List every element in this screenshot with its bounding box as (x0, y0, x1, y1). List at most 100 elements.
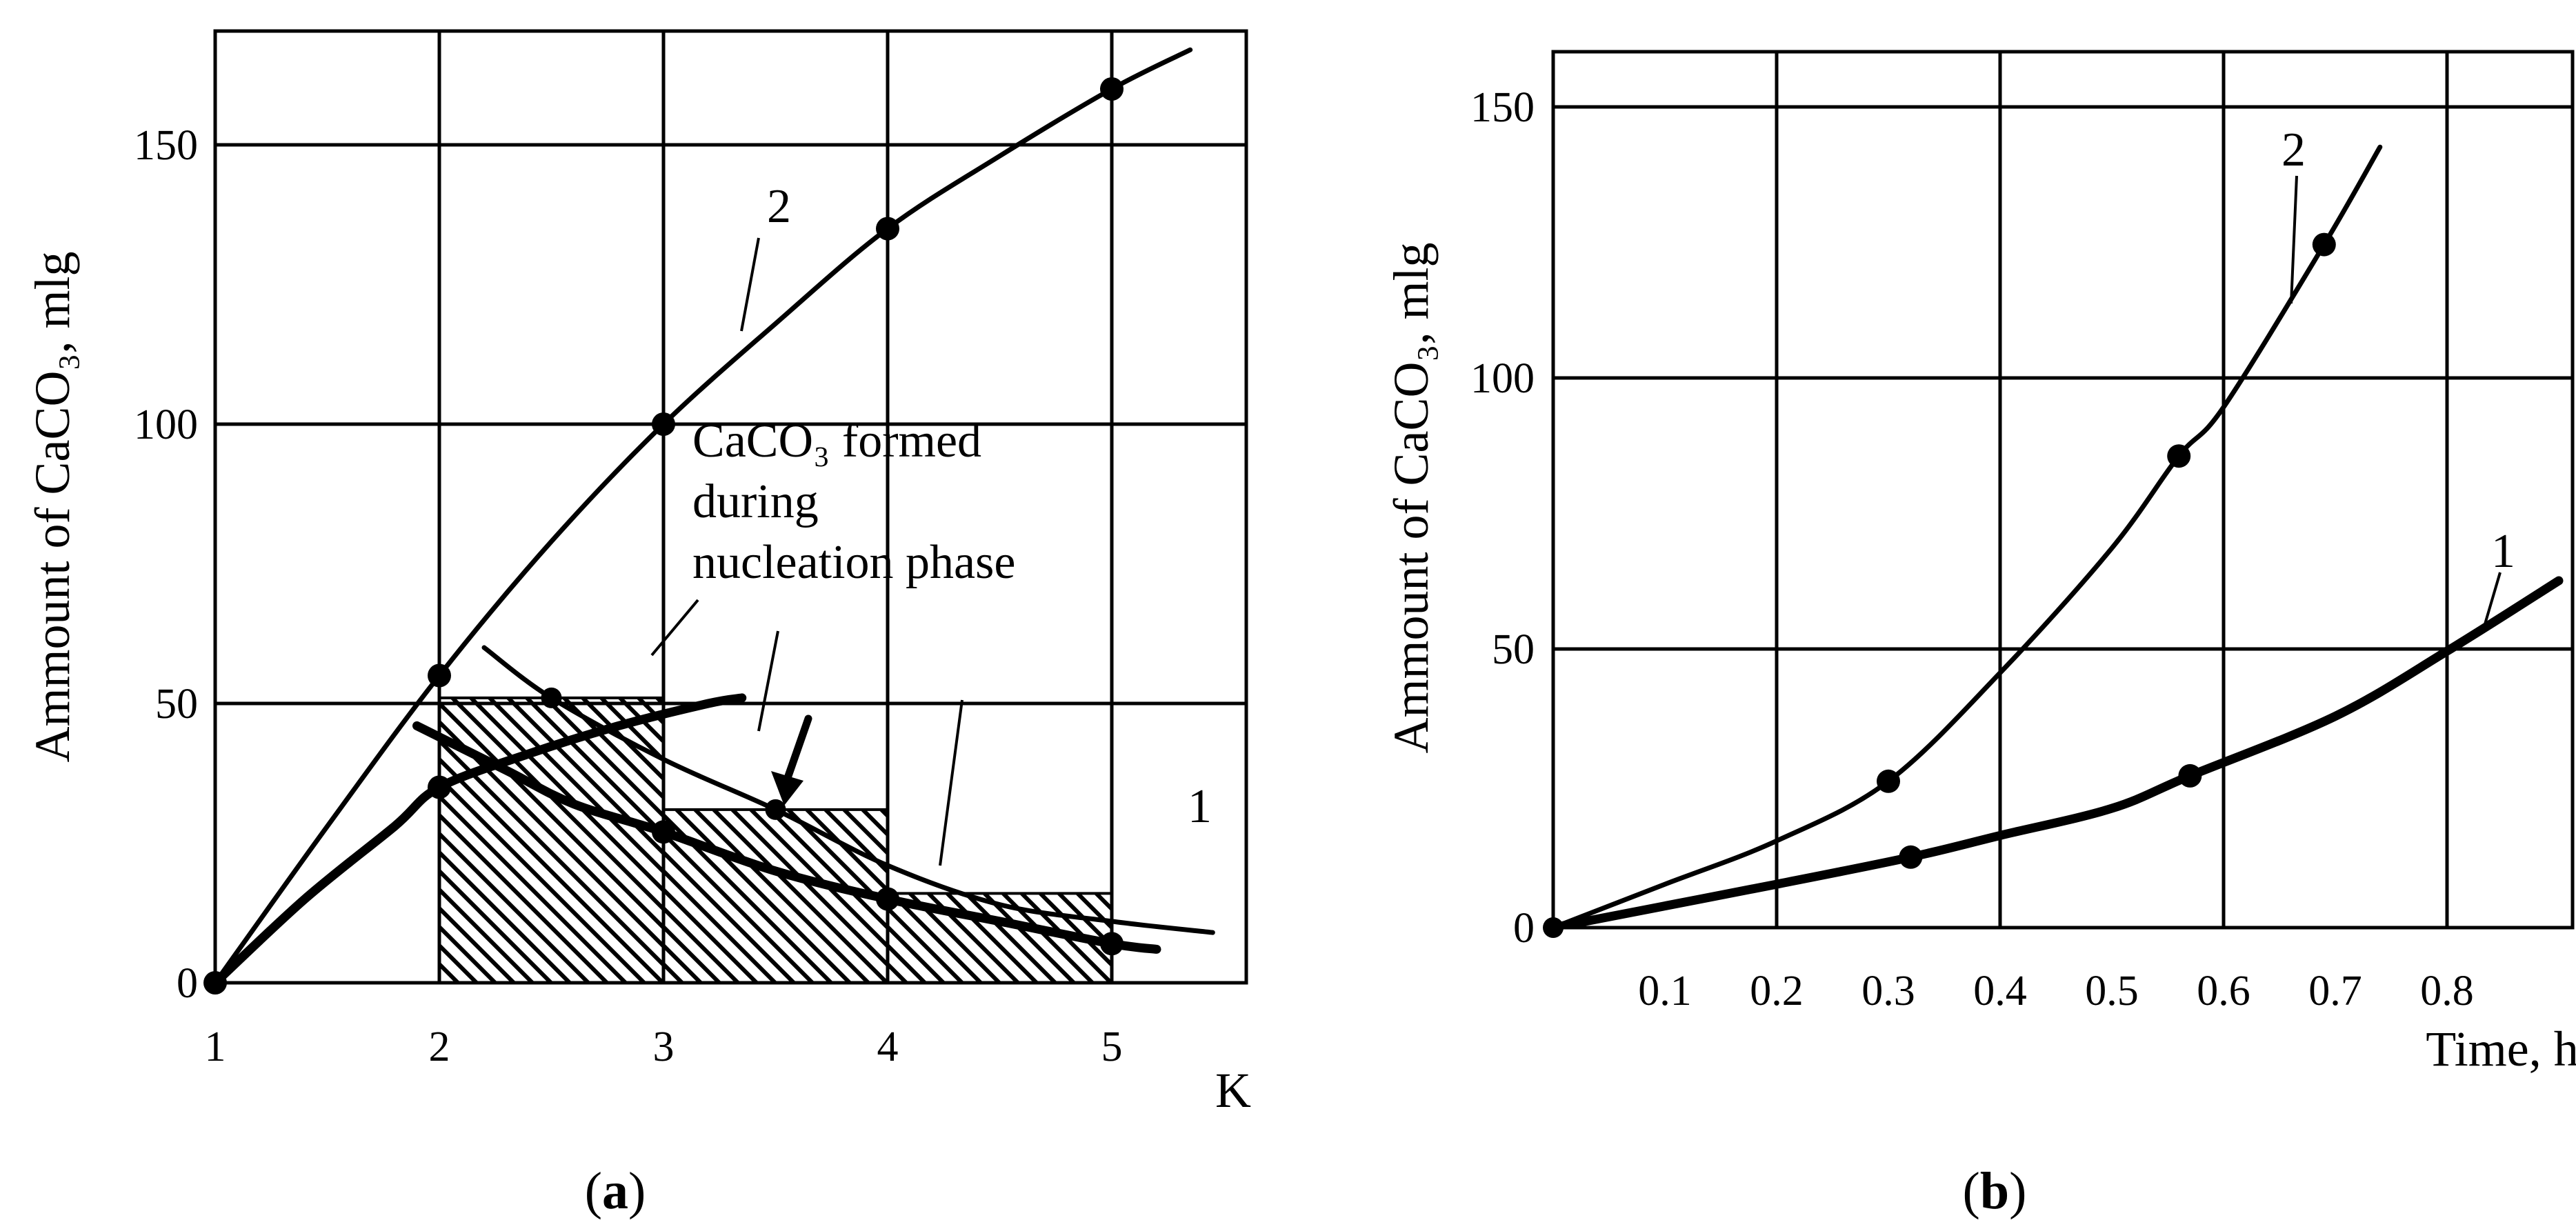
hatch-line (693, 809, 870, 983)
xtick-b-0.2: 0.2 (1750, 968, 1804, 1015)
nucleation-annotation-line-3: nucleation phase (692, 536, 1015, 589)
hatch-line (964, 893, 1057, 983)
hatch-line (439, 793, 628, 983)
hatch-line (675, 809, 852, 983)
xtick-a-5: 5 (1101, 1023, 1123, 1070)
hatch-line (983, 893, 1076, 983)
leader-label-2 (740, 237, 760, 332)
hatch-line (823, 809, 888, 875)
svg-text:(b): (b) (1963, 1162, 2027, 1220)
caption-a: (a) (585, 1162, 646, 1220)
point-b-1-t0.32 (1899, 845, 1923, 869)
nucleation-annotation-line-1: CaCO₃ formed (692, 414, 981, 468)
hatch-line (581, 697, 663, 782)
series-label-b-2: 2 (2282, 123, 2306, 177)
ytick-b-100: 100 (1470, 355, 1535, 402)
ytick-a-150: 150 (134, 122, 198, 169)
point-1-k3.5 (765, 799, 786, 820)
hatch-line (562, 697, 663, 801)
grid-a (213, 29, 1248, 985)
hatch-line (469, 697, 663, 894)
xtick-b-0.3: 0.3 (1861, 968, 1915, 1015)
hatch-line (439, 942, 479, 983)
xtick-b-0.4: 0.4 (1973, 968, 2027, 1015)
leader-b-label-1 (2482, 572, 2502, 632)
y-axis-label-a: Ammount of CaCO₃, mlg (25, 251, 80, 762)
ticks-a: 0 50 100 150 1 2 3 4 5 (134, 122, 1123, 1070)
markers-a (203, 77, 1124, 995)
ticks-b: 0 50 100 150 0.1 0.2 0.3 0.4 0.5 0.6 0.7… (1470, 84, 2474, 1015)
hatch-line (439, 849, 572, 983)
point-2-k5 (1100, 77, 1124, 101)
hatch-line (439, 756, 663, 983)
point-2-k4 (876, 217, 899, 241)
xtick-b-0.1: 0.1 (1638, 968, 1692, 1015)
xtick-a-1: 1 (205, 1023, 226, 1070)
nucleation-annotation-line-2: during (692, 475, 819, 528)
hatch-line (525, 697, 663, 838)
point-b-2-t0.69 (2312, 232, 2336, 257)
point-b-2-t0.56 (2167, 444, 2191, 468)
series-label-b-1: 1 (2491, 525, 2515, 578)
hatch-line (663, 886, 759, 983)
hatch-line (543, 697, 663, 819)
hatch-line (842, 809, 888, 857)
hatch-line (663, 923, 721, 983)
leaders-b (2290, 175, 2502, 632)
xtick-b-0.6: 0.6 (2197, 968, 2250, 1015)
hatched-bar-2 (662, 808, 889, 985)
series-label-a-2: 2 (767, 180, 791, 233)
hatch-line (663, 905, 740, 983)
hatch-line (439, 775, 646, 983)
point-2-k2 (428, 663, 451, 688)
leaders-a (650, 237, 963, 866)
hatch-line (439, 700, 663, 931)
ytick-b-0: 0 (1513, 905, 1535, 952)
caption-a-letter: a (602, 1162, 628, 1220)
hatch-line (1115, 893, 1204, 983)
hatch-line (888, 961, 908, 983)
point-b-2-t0.3 (1877, 769, 1900, 793)
leader-label-1 (939, 699, 963, 866)
hatch-line (730, 809, 888, 968)
curve-nucleation (412, 721, 1161, 954)
point-b-origin (1543, 917, 1564, 938)
hatch-line (439, 812, 609, 983)
bar-hatch-1 (439, 697, 663, 983)
plot-frame-b (1551, 50, 2575, 930)
leader-nucleation-1 (650, 599, 699, 657)
chart-a: 0 50 100 150 1 2 3 4 5 K Ammount of CaCO… (25, 29, 1251, 1220)
hatch-line (888, 942, 927, 983)
hatch-line (439, 905, 516, 983)
ytick-a-50: 50 (155, 681, 198, 728)
ytick-b-50: 50 (1492, 626, 1535, 673)
markers-b (1543, 232, 2336, 938)
chart-b: 0 50 100 150 0.1 0.2 0.3 0.4 0.5 0.6 0.7… (1384, 50, 2576, 1220)
bar-hatch-2 (663, 809, 888, 983)
hatch-line (663, 942, 703, 983)
x-axis-label-b: Time, h (2426, 1021, 2576, 1077)
curve-1 (481, 645, 1215, 935)
ytick-b-150: 150 (1470, 84, 1535, 131)
point-2-k1 (203, 971, 227, 995)
hatch-line (888, 923, 946, 983)
hatch-line (712, 809, 888, 983)
hatch-line (439, 737, 663, 968)
hatch-line (450, 697, 663, 912)
xtick-a-4: 4 (877, 1023, 899, 1070)
curve-2 (215, 47, 1193, 983)
point-nucleation-k3 (652, 820, 675, 844)
xtick-a-3: 3 (653, 1023, 675, 1070)
grid-b (1551, 50, 2575, 930)
xtick-a-2: 2 (429, 1023, 450, 1070)
leader-b-label-2 (2290, 175, 2298, 304)
point-1-k2.5 (541, 687, 562, 708)
leader-nucleation-2 (757, 630, 779, 732)
curve-b-2 (1553, 144, 2383, 928)
series-label-a-1: 1 (1188, 780, 1212, 833)
plot-frame-a (213, 29, 1248, 985)
curve-b-1 (1553, 576, 2564, 928)
ytick-a-100: 100 (134, 401, 198, 448)
hatch-line (749, 809, 888, 950)
